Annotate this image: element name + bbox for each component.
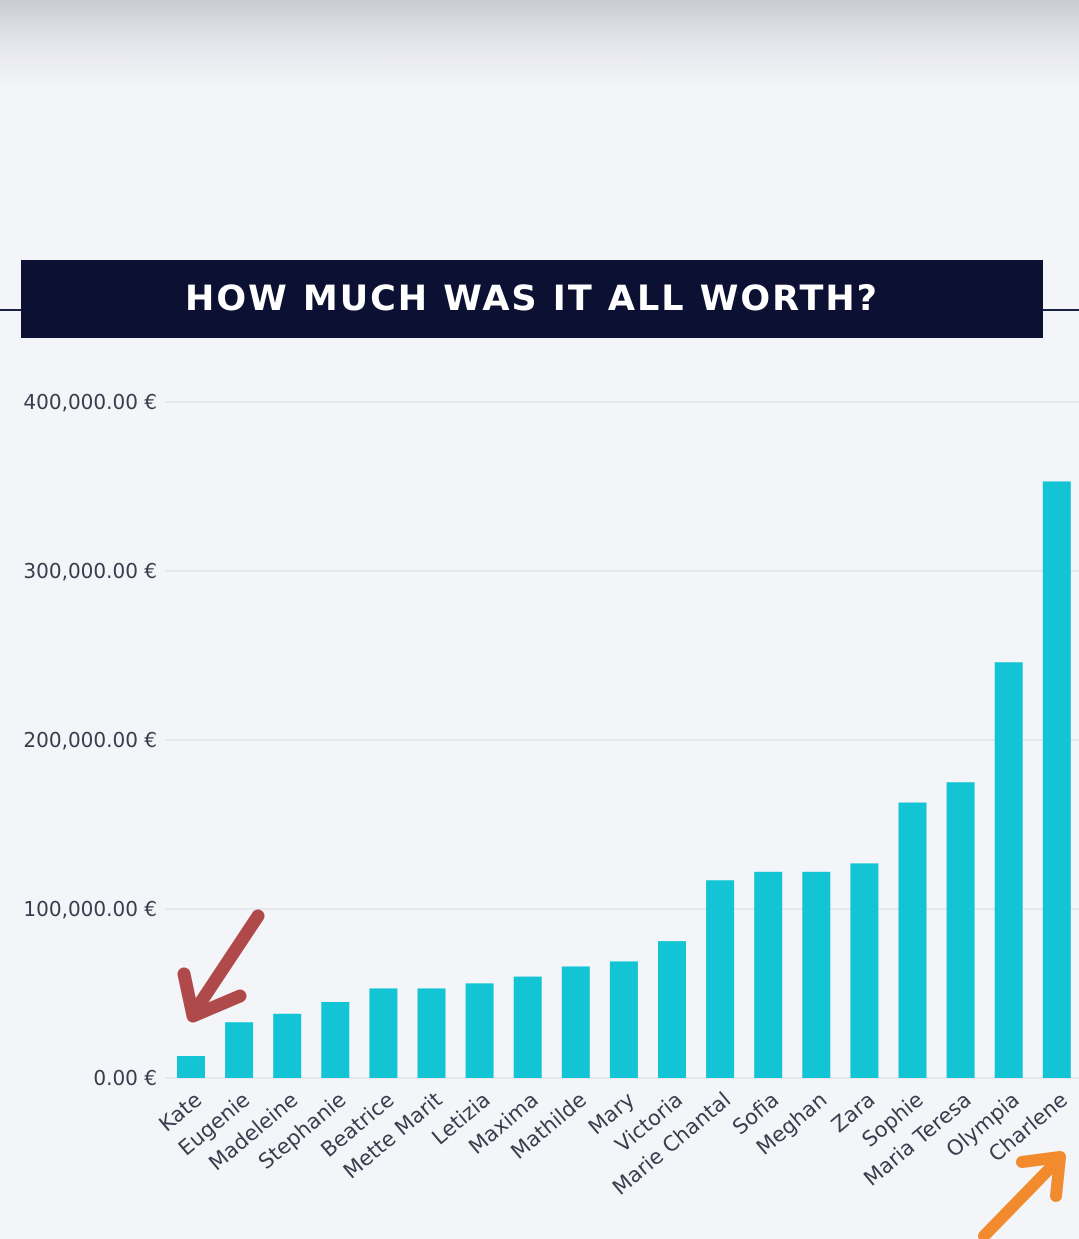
y-tick-label: 400,000.00 € xyxy=(23,390,157,414)
chart-title: HOW MUCH WAS IT ALL WORTH? xyxy=(185,279,879,319)
bar-zara xyxy=(850,863,879,1078)
bar-kate xyxy=(177,1056,205,1078)
bar-maxima xyxy=(513,976,542,1078)
bar-madeleine xyxy=(273,1013,302,1078)
bar-mary xyxy=(609,961,638,1078)
bar-stephanie xyxy=(321,1001,350,1078)
bar-victoria xyxy=(658,941,686,1078)
y-tick-label: 200,000.00 € xyxy=(23,728,157,752)
bar-olympia xyxy=(994,662,1023,1078)
bar-beatrice xyxy=(369,988,398,1078)
arrow-pointing-to-last-bar-icon xyxy=(978,1151,1066,1239)
bar-mathilde xyxy=(561,966,590,1078)
bar-maria-teresa xyxy=(946,782,975,1078)
bars xyxy=(177,481,1071,1078)
y-axis-ticks: 0.00 € 100,000.00 € 200,000.00 € 300,000.00… xyxy=(23,390,157,1090)
bar-letizia xyxy=(465,983,494,1078)
top-shade xyxy=(0,0,1079,90)
title-banner: HOW MUCH WAS IT ALL WORTH? xyxy=(21,260,1043,338)
bar-marie-chantal xyxy=(706,880,735,1078)
bar-mette-marit xyxy=(417,988,446,1078)
arrow-pointing-to-first-bar-icon xyxy=(177,909,265,1023)
annotation-arrows xyxy=(177,909,1066,1239)
bar-meghan xyxy=(802,871,831,1078)
bar-charlene xyxy=(1042,481,1071,1078)
bar-eugenie xyxy=(225,1022,254,1078)
x-axis-ticks: KateEugenieMadeleineStephanieBeatriceMet… xyxy=(154,1087,1072,1199)
y-tick-label: 100,000.00 € xyxy=(23,897,157,921)
bar-sophie xyxy=(898,802,927,1078)
y-tick-label: 300,000.00 € xyxy=(23,559,157,583)
y-tick-label: 0.00 € xyxy=(93,1066,157,1090)
bar-sofia xyxy=(754,871,783,1078)
